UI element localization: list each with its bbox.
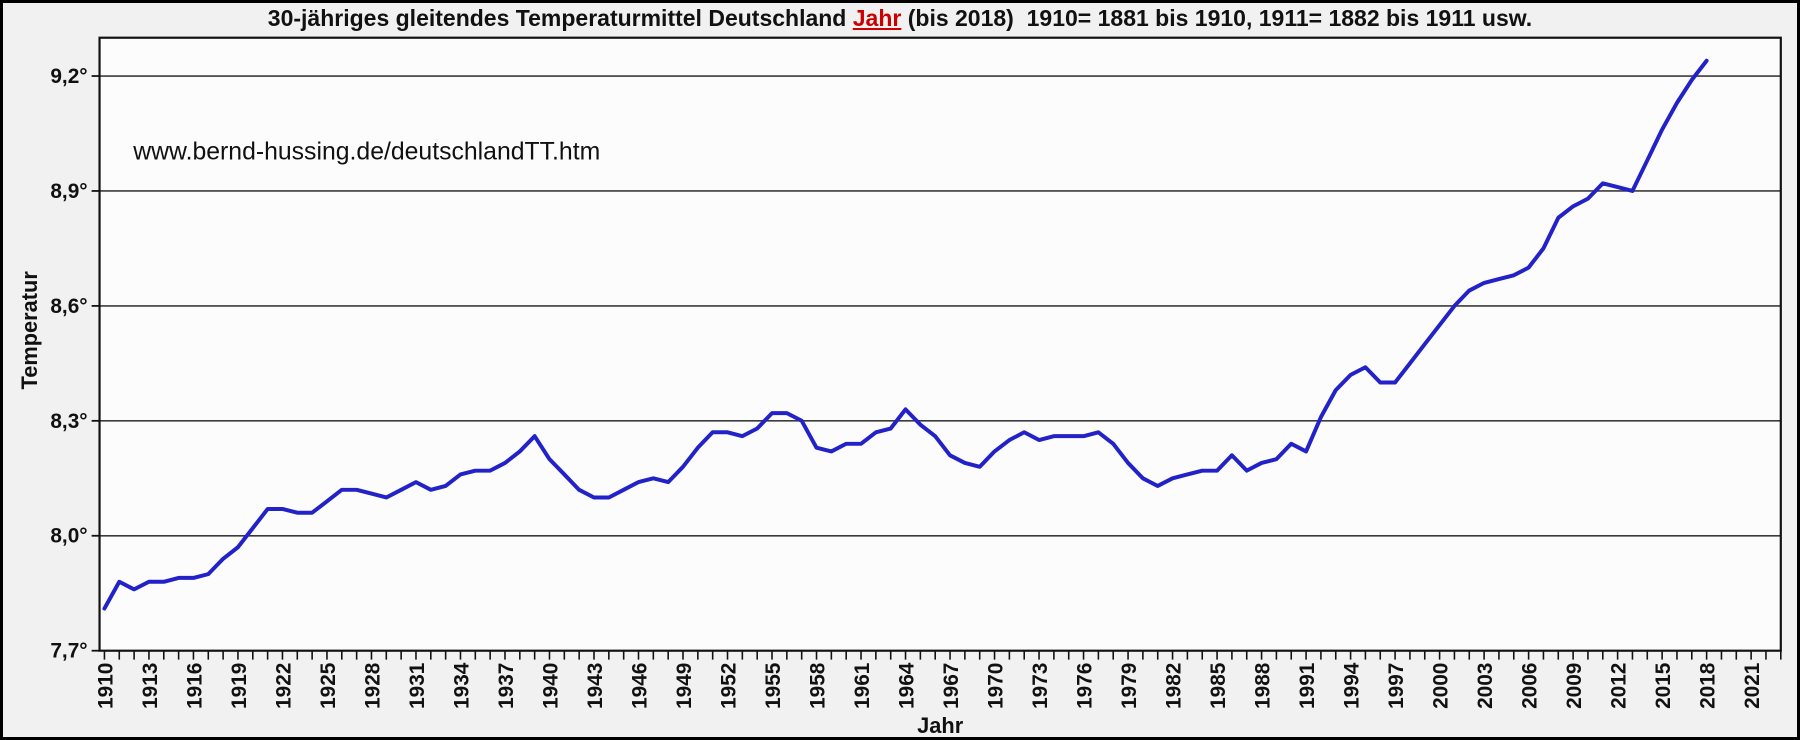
x-tick-label: 1922 [272, 663, 295, 709]
x-tick-label: 2000 [1430, 663, 1453, 709]
x-tick-label: 1910 [94, 663, 117, 709]
y-axis-title: Temperatur [17, 271, 42, 390]
y-tick-label: 7,7° [50, 640, 87, 663]
x-tick-label: 1979 [1118, 663, 1141, 709]
y-tick-label: 8,0° [50, 525, 87, 548]
x-tick-label: 1934 [450, 662, 473, 709]
chart-title-part1: 30-jähriges gleitendes Temperaturmittel … [267, 5, 853, 31]
x-tick-label: 1964 [895, 662, 918, 709]
x-tick-label: 1958 [806, 663, 829, 709]
x-tick-label: 1955 [762, 663, 785, 709]
x-tick-label: 1928 [361, 663, 384, 709]
x-tick-label: 2015 [1652, 663, 1675, 709]
temperature-chart: 7,7° 8,0° 8,3° 8,6° 8,9° 9,2° 1910 1913 1916 1919… [17, 36, 1782, 737]
y-tick-label: 8,3° [50, 410, 87, 433]
x-tick-label: 1913 [139, 663, 162, 709]
x-tick-label: 1976 [1073, 663, 1096, 709]
chart-title: 30-jähriges gleitendes Temperaturmittel … [3, 5, 1797, 32]
chart-title-part2: (bis 2018) 1910= 1881 bis 1910, 1911= 18… [901, 5, 1533, 31]
x-tick-label: 2012 [1608, 663, 1631, 709]
y-tick-label: 8,9° [50, 180, 87, 203]
x-tick-label: 1973 [1029, 663, 1052, 709]
x-tick-label: 1988 [1252, 663, 1275, 709]
chart-title-highlight: Jahr [852, 5, 902, 31]
x-tick-label: 2009 [1563, 663, 1586, 709]
source-url-annotation: www.bernd-hussing.de/deutschlandTT.htm [132, 139, 600, 166]
x-tick-label: 1919 [228, 663, 251, 709]
x-tick-label: 1949 [673, 663, 696, 709]
x-tick-label: 1985 [1207, 663, 1230, 709]
x-tick-label: 1925 [317, 663, 340, 709]
x-tick-label: 1991 [1296, 663, 1319, 709]
x-tick-label: 1931 [406, 663, 429, 709]
y-tick-label: 9,2° [50, 65, 87, 88]
x-tick-label: 1961 [851, 663, 874, 709]
temperature-line [102, 58, 1709, 611]
x-tick-label: 1937 [495, 663, 518, 709]
x-tick-label: 1967 [940, 663, 963, 709]
x-axis-title: Jahr [917, 713, 964, 737]
x-tick-label: 2006 [1519, 663, 1542, 709]
x-tick-label: 2003 [1474, 663, 1497, 709]
x-tick-label: 2018 [1697, 663, 1720, 709]
x-tick-label: 1946 [628, 663, 651, 709]
x-tick-label: 1952 [717, 663, 740, 709]
y-tick-label: 8,6° [50, 295, 87, 318]
x-tick-label: 1982 [1162, 663, 1185, 709]
x-tick-label: 1994 [1341, 662, 1364, 709]
x-tick-label: 1940 [539, 663, 562, 709]
x-tick-label: 1970 [984, 663, 1007, 709]
plot-border [98, 36, 1782, 652]
x-tick-label: 1943 [584, 663, 607, 709]
x-tick-label: 1997 [1385, 663, 1408, 709]
x-tick-label: 1916 [183, 663, 206, 709]
x-tick-label: 2021 [1741, 663, 1764, 709]
plot-area [99, 37, 1781, 651]
